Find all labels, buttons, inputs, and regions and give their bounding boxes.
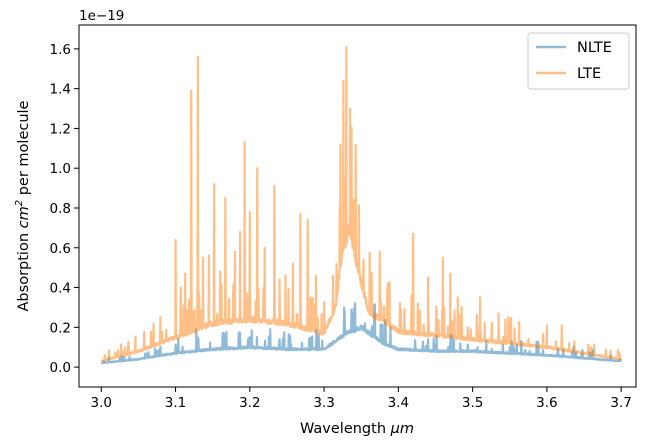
y-tick-label: 1.4	[50, 82, 71, 98]
legend-label-nlte: NLTE	[577, 40, 612, 56]
y-tick-label: 0.8	[50, 201, 71, 217]
x-axis-label: Wavelength μm	[300, 421, 414, 437]
y-axis-label: Absorption cm2 per molecule	[14, 100, 32, 311]
y-tick-label: 0.2	[50, 320, 71, 336]
y-tick-label: 0.6	[50, 241, 71, 257]
y-tick-label: 1.2	[50, 121, 71, 137]
y-tick-label: 0.4	[50, 281, 71, 297]
plot-frame	[78, 24, 637, 388]
x-tick-label: 3.2	[239, 395, 260, 411]
x-tick-label: 3.1	[165, 395, 186, 411]
y-axis: 0.0 0.2 0.4 0.6 0.8 1.0 1.2 1.4 1.6	[50, 42, 79, 376]
series-line-nlte	[100, 302, 622, 365]
series-line-lte	[100, 45, 623, 363]
x-axis: 3.0 3.1 3.2 3.3 3.4 3.5 3.6 3.7	[91, 387, 632, 411]
legend-label-lte: LTE	[577, 66, 601, 82]
y-offset-label: 1e−19	[79, 8, 124, 24]
x-tick-label: 3.7	[610, 395, 631, 411]
x-tick-label: 3.3	[313, 395, 334, 411]
legend: NLTE LTE	[527, 32, 630, 90]
x-tick-label: 3.4	[388, 395, 409, 411]
x-tick-label: 3.0	[91, 395, 112, 411]
series-layer	[100, 45, 623, 365]
y-tick-label: 1.0	[50, 161, 71, 177]
x-tick-label: 3.5	[462, 395, 483, 411]
y-tick-label: 1.6	[50, 42, 71, 58]
y-tick-label: 0.0	[50, 360, 71, 376]
x-tick-label: 3.6	[536, 395, 557, 411]
